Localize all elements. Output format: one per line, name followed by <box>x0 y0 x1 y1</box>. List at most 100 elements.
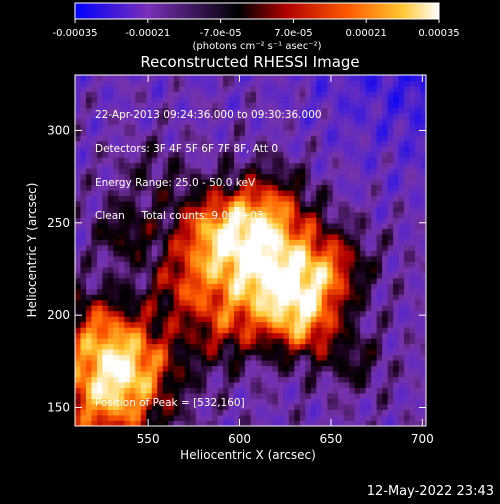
heatmap-cell <box>365 283 372 290</box>
heatmap-cell <box>316 168 323 175</box>
heatmap-cell <box>113 195 120 202</box>
heatmap-cell <box>217 283 224 290</box>
heatmap-cell <box>283 135 290 142</box>
heatmap-cell <box>140 382 147 389</box>
heatmap-cell <box>85 349 92 356</box>
heatmap-cell <box>157 113 164 120</box>
heatmap-cell <box>283 343 290 350</box>
heatmap-cell <box>382 107 389 114</box>
heatmap-cell <box>349 277 356 284</box>
heatmap-cell <box>415 382 421 389</box>
heatmap-cell <box>162 135 169 142</box>
heatmap-cell <box>398 201 405 208</box>
heatmap-cell <box>212 420 218 426</box>
heatmap-cell <box>212 96 218 103</box>
heatmap-cell <box>409 365 416 372</box>
heatmap-cell <box>255 129 262 136</box>
heatmap-cell <box>288 91 295 98</box>
heatmap-cell <box>217 332 224 339</box>
heatmap-cell <box>255 140 262 147</box>
heatmap-cell <box>129 217 136 224</box>
heatmap-cell <box>250 310 257 317</box>
heatmap-cell <box>146 382 153 389</box>
heatmap-cell <box>343 321 350 328</box>
heatmap-cell <box>376 75 383 81</box>
heatmap-cell <box>184 349 191 356</box>
heatmap-cell <box>420 332 426 339</box>
heatmap-cell <box>409 195 416 202</box>
heatmap-cell <box>261 135 268 142</box>
heatmap-cell <box>223 96 229 103</box>
heatmap-cell <box>135 365 142 372</box>
heatmap-cell <box>91 151 98 158</box>
heatmap-cell <box>250 360 257 367</box>
heatmap-cell <box>283 277 290 284</box>
heatmap-cell <box>124 365 131 372</box>
heatmap-cell <box>168 146 175 153</box>
heatmap-cell <box>107 398 114 405</box>
heatmap-cell <box>118 234 125 240</box>
heatmap-cell <box>255 195 262 202</box>
heatmap-cell <box>365 371 372 378</box>
heatmap-cell <box>135 409 142 416</box>
heatmap-cell <box>201 228 208 235</box>
heatmap-cell <box>409 288 416 295</box>
heatmap-cell <box>239 146 246 153</box>
heatmap-cell <box>382 387 389 394</box>
heatmap-cell <box>338 343 345 350</box>
heatmap-cell <box>162 343 169 350</box>
heatmap-cell <box>245 140 251 147</box>
heatmap-cell <box>179 365 186 372</box>
heatmap-cell <box>277 75 284 81</box>
heatmap-cell <box>288 266 295 273</box>
heatmap-cell <box>305 266 312 273</box>
heatmap-cell <box>404 283 410 290</box>
heatmap-cell <box>102 107 109 114</box>
heatmap-cell <box>124 415 131 421</box>
heatmap-cell <box>415 184 421 191</box>
heatmap-cell <box>157 343 164 350</box>
heatmap-cell <box>80 91 87 98</box>
heatmap-cell <box>332 102 339 109</box>
heatmap-cell <box>190 327 197 334</box>
heatmap-cell <box>393 168 399 175</box>
heatmap-cell <box>80 338 87 345</box>
heatmap-cell <box>288 107 295 114</box>
heatmap-cell <box>102 151 109 158</box>
heatmap-cell <box>294 338 301 345</box>
heatmap-cell <box>96 201 103 208</box>
heatmap-cell <box>266 404 273 410</box>
heatmap-cell <box>146 272 153 279</box>
heatmap-cell <box>124 272 131 279</box>
x-axis-label: Heliocentric X (arcsec) <box>180 448 316 462</box>
heatmap-cell <box>206 360 213 367</box>
heatmap-cell <box>310 316 317 323</box>
heatmap-cell <box>96 409 103 416</box>
heatmap-cell <box>415 135 421 142</box>
heatmap-cell <box>409 420 416 426</box>
heatmap-cell <box>371 255 378 262</box>
heatmap-cell <box>272 332 279 339</box>
heatmap-cell <box>234 168 240 175</box>
heatmap-cell <box>305 239 312 246</box>
heatmap-cell <box>338 223 345 229</box>
heatmap-cell <box>283 327 290 334</box>
colorbar-tick-label: 0.00021 <box>346 28 387 39</box>
heatmap-cell <box>118 223 125 229</box>
heatmap-cell <box>75 376 81 383</box>
heatmap-cell <box>228 173 235 180</box>
heatmap-cell <box>80 261 87 268</box>
heatmap-cell <box>124 316 131 323</box>
heatmap-cell <box>102 245 109 251</box>
heatmap-cell <box>118 354 125 361</box>
heatmap-cell <box>371 310 378 317</box>
heatmap-cell <box>321 245 328 251</box>
heatmap-cell <box>157 91 164 98</box>
heatmap-cell <box>338 228 345 235</box>
heatmap-cell <box>316 250 323 257</box>
heatmap-cell <box>107 371 114 378</box>
heatmap-cell <box>151 299 158 306</box>
heatmap-cell <box>206 404 213 410</box>
heatmap-cell <box>179 250 186 257</box>
heatmap-cell <box>349 250 356 257</box>
